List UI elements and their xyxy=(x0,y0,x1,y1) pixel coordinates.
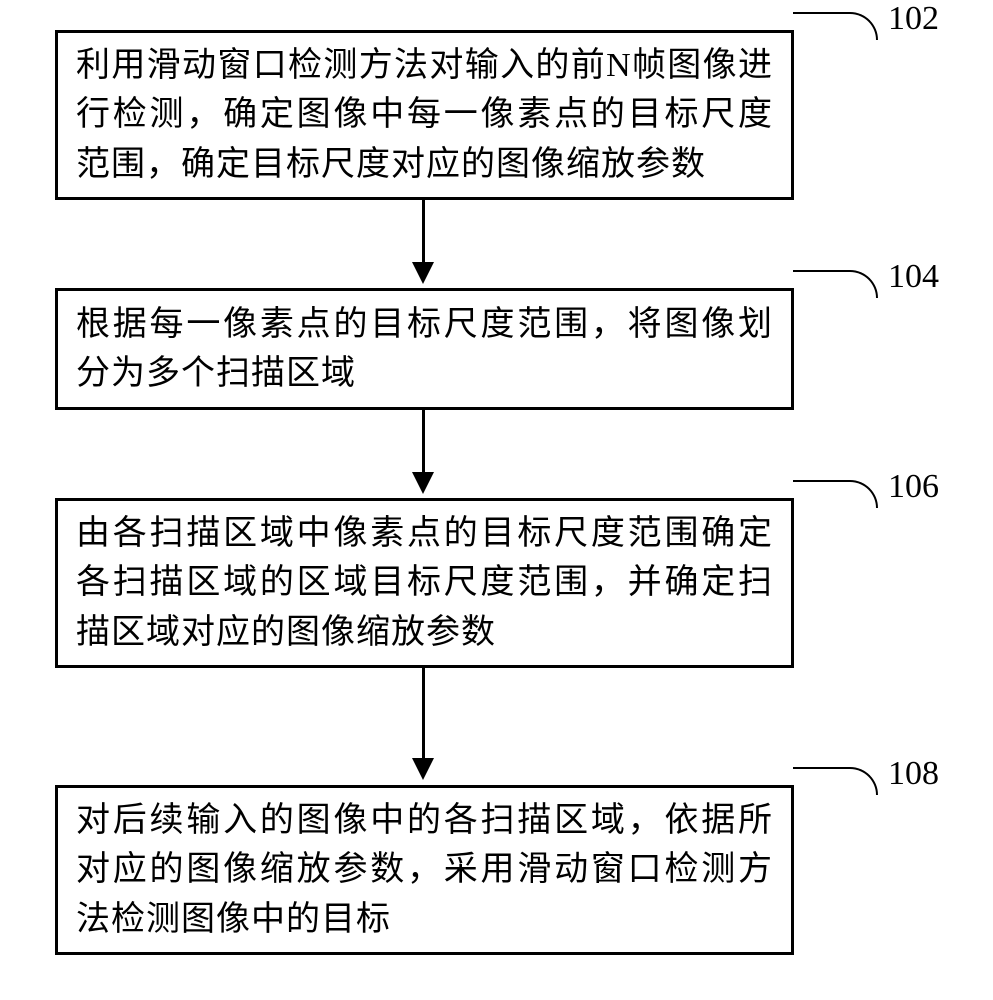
step-label-104: 104 xyxy=(888,258,939,296)
arrow-104-to-106-head xyxy=(412,472,434,494)
arrow-106-to-108-head xyxy=(412,758,434,780)
flow-step-104: 根据每一像素点的目标尺度范围，将图像划分为多个扫描区域 xyxy=(55,288,794,410)
flow-step-106: 由各扫描区域中像素点的目标尺度范围确定各扫描区域的区域目标尺度范围，并确定扫描区… xyxy=(55,498,794,668)
step-label-108: 108 xyxy=(888,755,939,793)
flow-step-108-text: 对后续输入的图像中的各扫描区域，依据所对应的图像缩放参数，采用滑动窗口检测方法检… xyxy=(76,796,773,944)
arrow-104-to-106-line xyxy=(422,410,425,472)
flow-step-102-text: 利用滑动窗口检测方法对输入的前N帧图像进行检测，确定图像中每一像素点的目标尺度范… xyxy=(76,41,773,189)
arrow-102-to-104-head xyxy=(412,262,434,284)
flow-step-104-text: 根据每一像素点的目标尺度范围，将图像划分为多个扫描区域 xyxy=(76,300,773,399)
leader-line-108 xyxy=(793,767,878,795)
arrow-106-to-108-line xyxy=(422,668,425,758)
arrow-102-to-104-line xyxy=(422,200,425,262)
step-label-102: 102 xyxy=(888,0,939,38)
flow-step-102: 利用滑动窗口检测方法对输入的前N帧图像进行检测，确定图像中每一像素点的目标尺度范… xyxy=(55,30,794,200)
leader-line-106 xyxy=(793,480,878,508)
flow-step-106-text: 由各扫描区域中像素点的目标尺度范围确定各扫描区域的区域目标尺度范围，并确定扫描区… xyxy=(76,509,773,657)
leader-line-104 xyxy=(793,270,878,298)
step-label-106: 106 xyxy=(888,468,939,506)
flow-step-108: 对后续输入的图像中的各扫描区域，依据所对应的图像缩放参数，采用滑动窗口检测方法检… xyxy=(55,785,794,955)
leader-line-102 xyxy=(793,12,878,40)
